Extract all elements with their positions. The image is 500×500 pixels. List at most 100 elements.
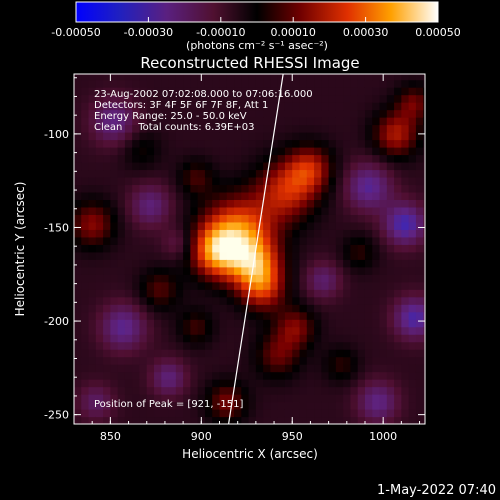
heatmap-cell (161, 311, 170, 320)
heatmap-cell (343, 379, 352, 388)
heatmap-cell (95, 319, 104, 328)
heatmap-cell (248, 311, 257, 320)
heatmap-cell (219, 326, 228, 335)
heatmap-cell (270, 296, 279, 305)
heatmap-cell (292, 117, 301, 126)
heatmap-cell (219, 109, 228, 118)
heatmap-cell (124, 259, 133, 268)
heatmap-cell (168, 169, 177, 178)
heatmap-cell (168, 139, 177, 148)
heatmap-cell (212, 259, 221, 268)
heatmap-cell (204, 326, 213, 335)
heatmap-cell (219, 94, 228, 103)
heatmap-cell (110, 341, 119, 350)
heatmap-cell (110, 79, 119, 88)
heatmap-cell (139, 409, 148, 418)
heatmap-cell (124, 139, 133, 148)
heatmap-cell (197, 79, 206, 88)
heatmap-cell (335, 304, 344, 313)
heatmap-cell (292, 184, 301, 193)
heatmap-cell (299, 79, 308, 88)
y-tick-label: -150 (44, 221, 69, 234)
heatmap-cell (226, 386, 235, 395)
heatmap-cell (139, 289, 148, 298)
heatmap-cell (314, 379, 322, 388)
heatmap-cell (379, 154, 388, 163)
heatmap-cell (292, 146, 301, 156)
heatmap-cell (139, 236, 148, 245)
heatmap-cell (110, 244, 119, 253)
heatmap-cell (103, 251, 111, 260)
heatmap-cell (394, 334, 402, 343)
heatmap-cell (132, 176, 141, 186)
heatmap-cell (248, 191, 257, 200)
heatmap-cell (175, 341, 184, 350)
heatmap-cell (277, 214, 286, 223)
heatmap-cell (423, 251, 425, 260)
heatmap-cell (321, 364, 330, 373)
heatmap-cell (270, 251, 279, 260)
heatmap-cell (154, 94, 162, 103)
heatmap-cell (386, 266, 395, 275)
heatmap-cell (350, 416, 359, 424)
heatmap-cell (212, 326, 221, 335)
heatmap-cell (95, 132, 104, 141)
heatmap-cell (124, 236, 133, 245)
heatmap-cell (321, 259, 330, 268)
heatmap-cell (81, 244, 90, 253)
heatmap-cell (299, 117, 308, 126)
heatmap-cell (241, 341, 250, 350)
heatmap-cell (335, 109, 344, 118)
heatmap-cell (226, 281, 235, 290)
heatmap-cell (146, 102, 155, 111)
heatmap-cell (357, 87, 366, 96)
heatmap-cell (154, 259, 162, 268)
heatmap-cell (350, 394, 359, 403)
heatmap-cell (335, 214, 344, 223)
heatmap-cell (190, 109, 199, 118)
heatmap-cell (277, 139, 286, 148)
heatmap-cell (263, 199, 272, 208)
heatmap-cell (263, 394, 272, 403)
heatmap-cell (175, 221, 184, 230)
heatmap-cell (284, 176, 293, 186)
heatmap-cell (95, 311, 104, 320)
heatmap-cell (343, 266, 352, 275)
heatmap-cell (364, 176, 373, 186)
heatmap-cell (212, 244, 221, 253)
heatmap-cell (241, 281, 250, 290)
heatmap-cell (314, 371, 322, 380)
heatmap-cell (321, 229, 330, 238)
heatmap-cell (110, 214, 119, 223)
heatmap-cell (175, 124, 184, 133)
heatmap-cell (132, 409, 141, 418)
heatmap-cell (95, 199, 104, 208)
heatmap-cell (154, 206, 162, 215)
heatmap-cell (124, 169, 133, 178)
heatmap-cell (248, 214, 257, 223)
heatmap-cell (226, 371, 235, 380)
heatmap-cell (241, 214, 250, 223)
heatmap-cell (321, 132, 330, 141)
heatmap-cell (175, 146, 184, 156)
heatmap-cell (74, 349, 82, 358)
heatmap-cell (372, 154, 381, 163)
heatmap-cell (190, 87, 199, 96)
heatmap-cell (386, 154, 395, 163)
heatmap-cell (306, 124, 315, 133)
heatmap-cell (146, 229, 155, 238)
heatmap-cell (132, 124, 141, 133)
heatmap-cell (81, 386, 90, 395)
heatmap-cell (284, 124, 293, 133)
heatmap-cell (74, 356, 82, 365)
heatmap-cell (364, 206, 373, 215)
heatmap-cell (161, 349, 170, 358)
heatmap-cell (190, 161, 199, 171)
y-axis-label: Heliocentric Y (arcsec) (13, 182, 27, 317)
heatmap-cell (124, 124, 133, 133)
heatmap-cell (168, 132, 177, 141)
heatmap-cell (263, 341, 272, 350)
heatmap-cell (386, 161, 395, 171)
heatmap-cell (234, 326, 242, 335)
heatmap-cell (183, 289, 191, 298)
